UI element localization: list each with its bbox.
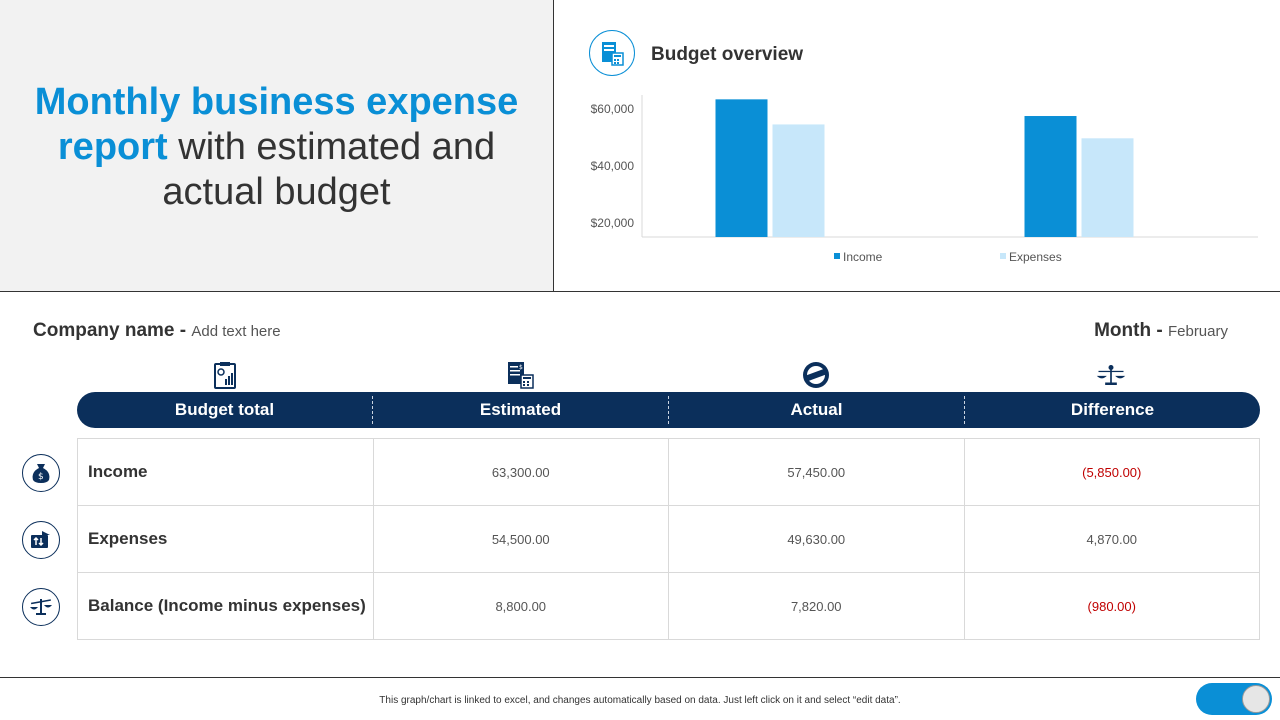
title-highlight-2: report bbox=[57, 126, 168, 168]
cell-actual: 49,630.00 bbox=[668, 505, 965, 573]
month-value[interactable]: February bbox=[1167, 323, 1228, 340]
actual-stamp-icon bbox=[801, 360, 831, 390]
legend-label-income: Income bbox=[843, 250, 883, 264]
page-title: Monthly business expense report with est… bbox=[20, 80, 533, 215]
cell-actual: 57,450.00 bbox=[668, 438, 965, 506]
title-line-3: actual budget bbox=[162, 171, 391, 213]
balance-scale-icon bbox=[1096, 360, 1126, 390]
table-row: Expenses 54,500.00 49,630.00 4,870.00 bbox=[77, 505, 1260, 573]
cell-difference: (980.00) bbox=[963, 572, 1260, 640]
money-bag-icon: $ bbox=[22, 454, 60, 492]
y-tick-label: $20,000 bbox=[591, 216, 635, 230]
title-panel bbox=[0, 0, 553, 291]
y-tick-label: $60,000 bbox=[591, 102, 635, 116]
wallet-transfer-icon bbox=[22, 521, 60, 559]
month-field: Month - February bbox=[1094, 320, 1228, 342]
bar-expenses-actual bbox=[1081, 138, 1134, 237]
cell-estimated: 8,800.00 bbox=[372, 572, 669, 640]
company-value[interactable]: Add text here bbox=[191, 323, 281, 340]
cell-estimated: 54,500.00 bbox=[372, 505, 669, 573]
row-label-balance: Balance (Income minus expenses) bbox=[77, 572, 374, 640]
bar-expenses-estimated bbox=[772, 124, 825, 237]
scale-balance-icon bbox=[22, 588, 60, 626]
title-highlight-1: Monthly business expense bbox=[34, 81, 519, 123]
vertical-divider bbox=[553, 0, 554, 291]
toggle-switch[interactable] bbox=[1196, 683, 1272, 715]
header-budget-total: Budget total bbox=[77, 396, 373, 424]
cell-difference: 4,870.00 bbox=[963, 505, 1260, 573]
budget-chart: $20,000 $40,000 $60,000 Income Expenses bbox=[591, 95, 1258, 264]
legend-label-expenses: Expenses bbox=[1009, 250, 1062, 264]
bar-income-actual bbox=[1024, 116, 1077, 237]
svg-text:$: $ bbox=[38, 472, 44, 482]
company-field: Company name - Add text here bbox=[33, 320, 281, 342]
toggle-knob[interactable] bbox=[1242, 685, 1270, 713]
header-estimated: Estimated bbox=[373, 396, 669, 424]
table-header-bar: Budget total Estimated Actual Difference bbox=[77, 392, 1260, 428]
title-rest-2: with estimated and bbox=[167, 126, 496, 168]
y-tick-label: $40,000 bbox=[591, 159, 635, 173]
footer-note: This graph/chart is linked to excel, and… bbox=[379, 695, 901, 706]
svg-text:$: $ bbox=[519, 364, 523, 371]
row-label-income: Income bbox=[77, 438, 374, 506]
cell-actual: 7,820.00 bbox=[668, 572, 965, 640]
clipboard-chart-icon bbox=[210, 360, 240, 390]
invoice-calculator-icon: $ bbox=[505, 360, 535, 390]
cell-estimated: 63,300.00 bbox=[372, 438, 669, 506]
table-row: Income 63,300.00 57,450.00 (5,850.00) bbox=[77, 438, 1260, 506]
header-actual: Actual bbox=[669, 396, 965, 424]
calculator-document-icon bbox=[589, 30, 635, 76]
month-label: Month - bbox=[1094, 320, 1163, 341]
footer-divider bbox=[0, 677, 1280, 678]
bar-income-estimated bbox=[715, 99, 768, 237]
header-difference: Difference bbox=[1070, 400, 1155, 419]
legend-swatch-income bbox=[834, 253, 840, 259]
cell-difference: (5,850.00) bbox=[963, 438, 1260, 506]
row-label-expenses: Expenses bbox=[77, 505, 374, 573]
horizontal-divider bbox=[0, 291, 1280, 292]
budget-table: Income 63,300.00 57,450.00 (5,850.00) Ex… bbox=[77, 438, 1260, 640]
table-row: Balance (Income minus expenses) 8,800.00… bbox=[77, 572, 1260, 640]
company-label: Company name - bbox=[33, 320, 187, 341]
overview-title: Budget overview bbox=[651, 44, 804, 65]
legend-swatch-expenses bbox=[1000, 253, 1006, 259]
